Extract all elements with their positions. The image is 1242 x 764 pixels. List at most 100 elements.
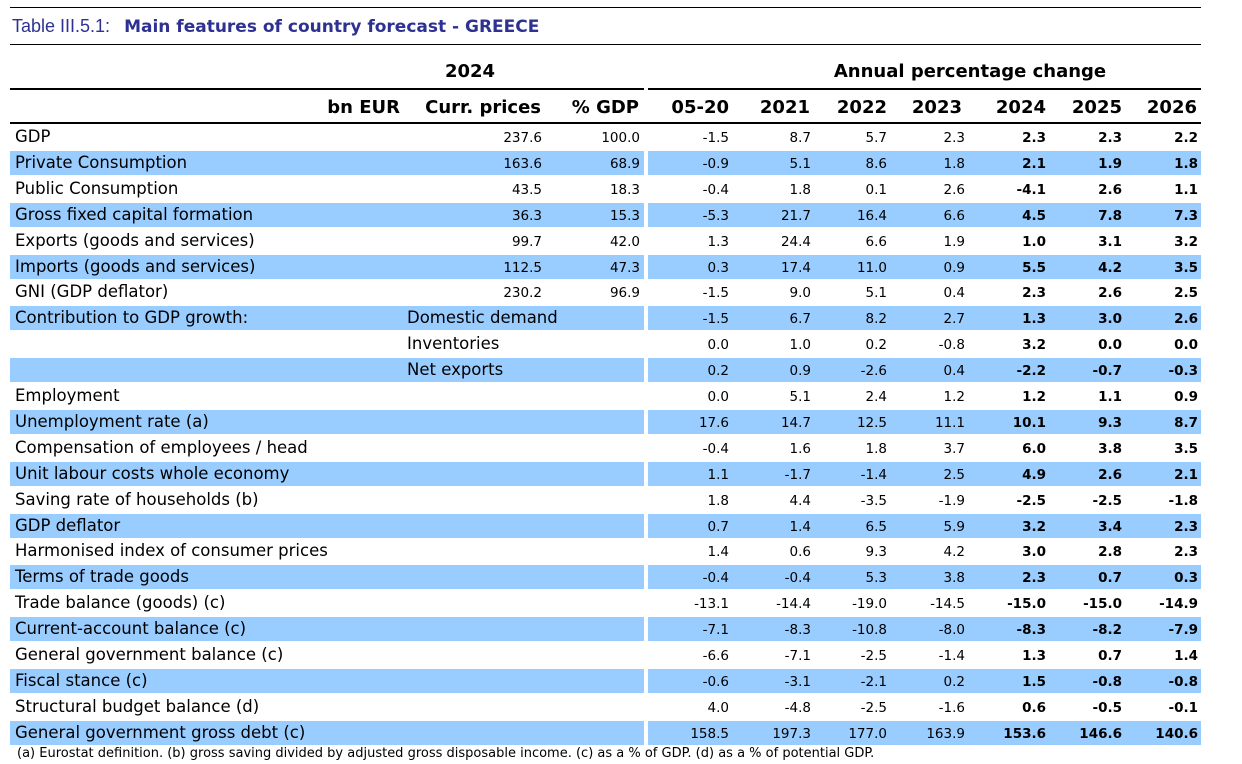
row-shade-right (648, 306, 1201, 331)
cell-curr-prices: 237.6 (503, 130, 542, 146)
col-header-curr-prices: Curr. prices (425, 97, 541, 118)
table-row: Inventories 0.0 1.0 0.2 -0.8 3.2 0.0 0.0 (0, 332, 1242, 356)
group-header-annual-change: Annual percentage change (833, 61, 1107, 82)
table-row: Unit labour costs whole economy 1.1 -1.7 -1… (0, 461, 1242, 486)
cell-value: 146.6 (1079, 725, 1122, 742)
cell-value: 5.1 (789, 389, 811, 405)
cell-value: 4.0 (707, 699, 729, 716)
row-shade-left (10, 461, 644, 486)
cell-value: 4.2 (1098, 259, 1122, 276)
header-rule (10, 122, 1201, 124)
cell-value: -0.4 (784, 570, 811, 587)
cell-value: 0.0 (707, 337, 729, 354)
cell-value: 0.0 (1098, 337, 1122, 354)
cell-value: 17.4 (780, 259, 811, 276)
row-shade-left (10, 358, 644, 383)
cell-value: 4.5 (1022, 207, 1046, 224)
cell-value: 2.3 (1022, 285, 1046, 302)
row-label: Fiscal stance (c) (15, 670, 148, 690)
cell-value: -4.8 (784, 699, 811, 716)
cell-value: 0.9 (789, 363, 811, 380)
cell-value: -0.4 (702, 440, 729, 457)
cell-value: -1.7 (784, 466, 811, 483)
row-label: Unit labour costs whole economy (15, 463, 290, 483)
cell-curr-prices: 99.7 (511, 233, 542, 250)
cell-value: 2.5 (1174, 285, 1198, 302)
cell-value: -2.1 (860, 673, 887, 690)
row-shade-right (648, 565, 1201, 590)
row-shade-right (648, 254, 1201, 279)
cell-value: -14.4 (776, 596, 811, 613)
cell-value: 0.2 (865, 337, 887, 354)
cell-value: -0.1 (1168, 699, 1198, 716)
cell-value: 11.0 (856, 259, 887, 276)
cell-value: 2.8 (1098, 544, 1122, 561)
cell-value: 11.1 (934, 414, 965, 431)
cell-value: -1.5 (702, 311, 729, 328)
col-header-pct-gdp: % GDP (571, 97, 639, 118)
table-row: Public Consumption 43.5 18.3 -0.4 1.8 0.1 2.6 -… (0, 177, 1242, 201)
cell-value: -0.9 (702, 155, 729, 172)
cell-value: -4.1 (1016, 181, 1046, 198)
cell-value: -10.8 (852, 622, 887, 639)
table-row: Terms of trade goods -0.4 -0.4 5.3 3.8 2.3 0.7… (0, 565, 1242, 590)
cell-value: 8.2 (865, 311, 887, 328)
cell-value: -8.3 (784, 622, 811, 639)
row-shade-left (10, 409, 644, 434)
cell-value: 0.0 (707, 389, 729, 405)
cell-value: 1.4 (789, 518, 811, 535)
cell-value: 2.3 (1174, 544, 1198, 561)
cell-value: 0.9 (943, 259, 965, 276)
row-shade-right (648, 617, 1201, 642)
cell-value: -1.4 (860, 466, 887, 483)
cell-value: -2.5 (860, 699, 887, 716)
cell-value: 8.6 (865, 155, 887, 172)
cell-value: -2.5 (1092, 492, 1122, 509)
table-row: Compensation of employees / head -0.4 1.6 1… (0, 436, 1242, 460)
cell-value: 2.3 (1022, 570, 1046, 587)
title-rule (10, 44, 1201, 45)
cell-value: 5.7 (865, 130, 887, 146)
row-label: Public Consumption (15, 178, 179, 198)
row-shade-right (648, 513, 1201, 538)
row-shade-right (648, 358, 1201, 383)
cell-value: -1.6 (938, 699, 965, 716)
cell-value: -15.0 (1007, 596, 1046, 613)
table-row: Exports (goods and services) 99.7 42.0 1.3 2… (0, 229, 1242, 253)
table-row: GDP 237.6 100.0 -1.5 8.7 5.7 2.3 2.3 2.3 2.2 (0, 125, 1242, 149)
cell-value: 163.9 (926, 725, 965, 742)
cell-value: -2.5 (1016, 492, 1046, 509)
cell-value: 2.3 (943, 130, 965, 146)
cell-pct-gdp: 47.3 (609, 259, 640, 276)
cell-value: 24.4 (780, 233, 811, 250)
cell-pct-gdp: 100.0 (601, 130, 640, 146)
cell-curr-prices: 230.2 (503, 285, 542, 302)
cell-value: 9.3 (1098, 414, 1122, 431)
cell-value: -0.7 (1092, 363, 1122, 380)
cell-value: 1.2 (943, 389, 965, 405)
cell-value: -0.4 (702, 570, 729, 587)
cell-value: 3.1 (1098, 233, 1122, 250)
row-label: General government gross debt (c) (15, 722, 306, 742)
cell-value: 0.6 (789, 544, 811, 561)
cell-value: -1.9 (938, 492, 965, 509)
row-label: Current-account balance (c) (15, 619, 247, 639)
cell-value: 0.9 (1174, 389, 1198, 405)
table-row: GDP deflator 0.7 1.4 6.5 5.9 3.2 3.4 2.3 (0, 513, 1242, 538)
table-row: Net exports 0.2 0.9 -2.6 0.4 -2.2 -0.7 -0.3 (0, 358, 1242, 383)
cell-value: 153.6 (1003, 725, 1046, 742)
cell-value: 1.8 (707, 492, 729, 509)
cell-value: 9.3 (865, 544, 887, 561)
cell-value: 1.9 (1098, 155, 1122, 172)
cell-value: -3.1 (784, 673, 811, 690)
col-header-2024: 2024 (995, 97, 1046, 118)
cell-value: 10.1 (1012, 414, 1046, 431)
table-row: General government balance (c) -6.6 -7.1 -2… (0, 643, 1242, 667)
cell-value: -2.2 (1016, 363, 1046, 380)
cell-value: 1.4 (707, 544, 729, 561)
cell-value: -0.8 (1092, 673, 1122, 690)
cell-value: -5.3 (702, 207, 729, 224)
row-label: Saving rate of households (b) (15, 489, 259, 509)
row-shade-left (10, 668, 644, 693)
cell-value: 3.5 (1174, 259, 1198, 276)
